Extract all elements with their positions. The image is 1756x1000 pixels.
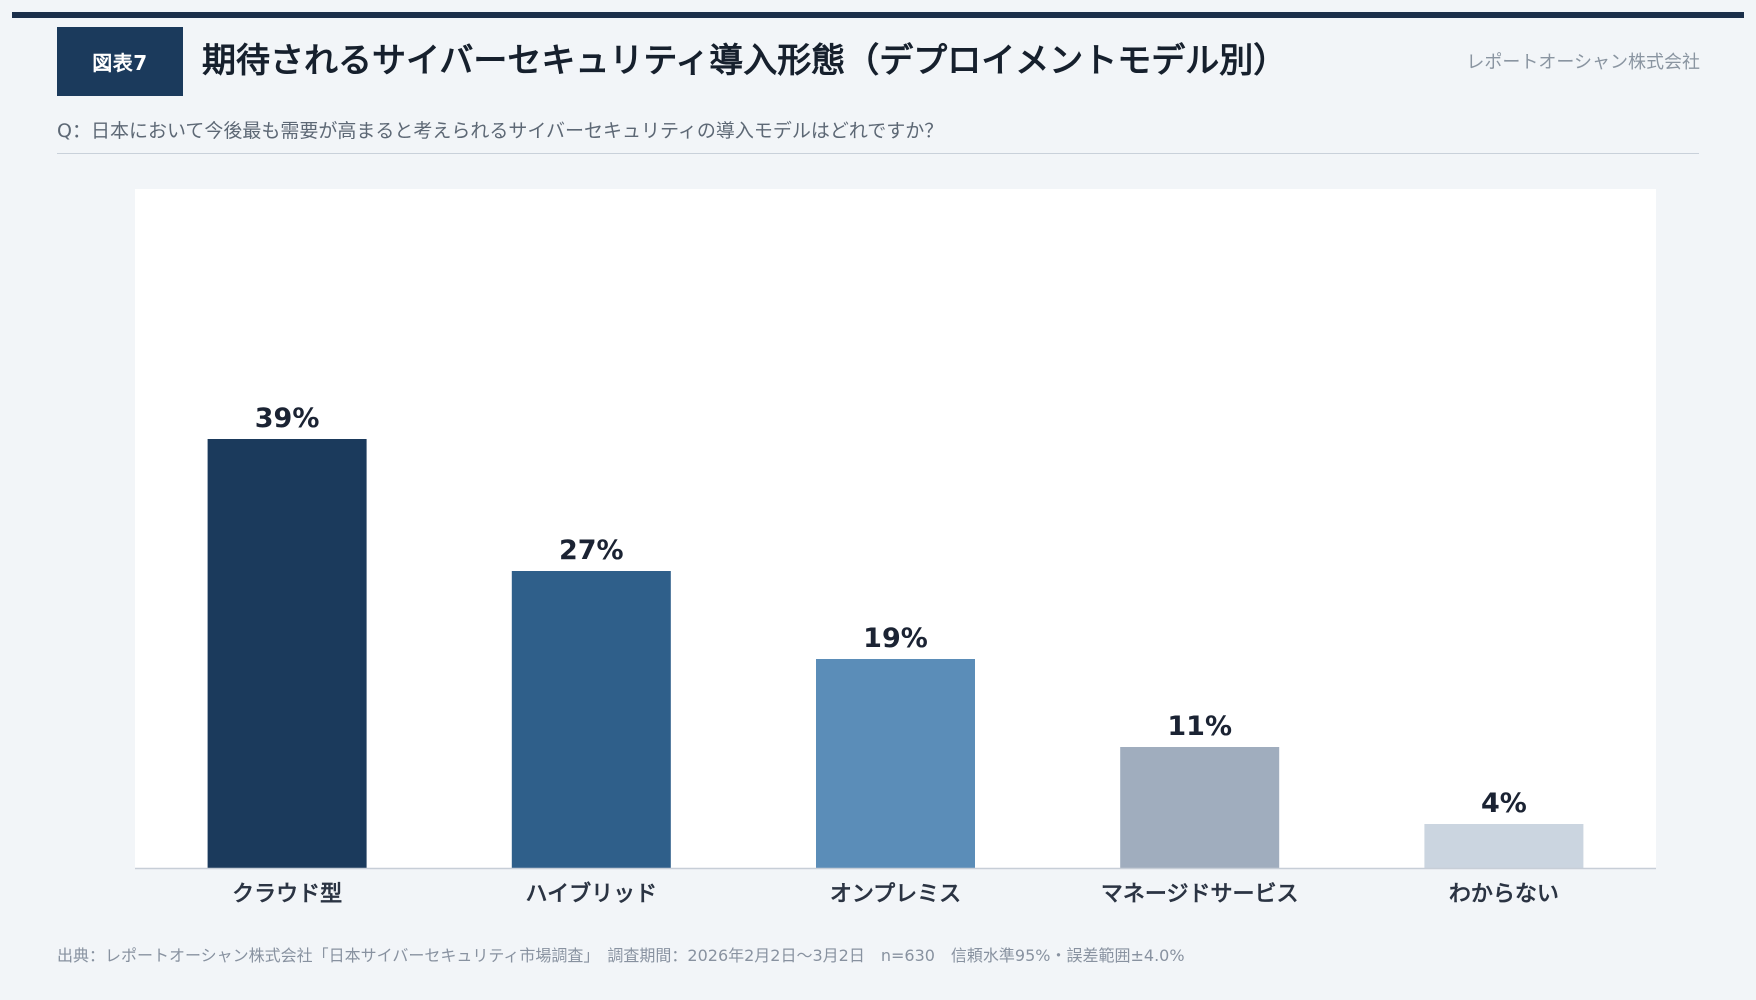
- bar-value-label: 11%: [1167, 711, 1232, 742]
- company-name: レポートオーシャン株式会社: [1466, 52, 1700, 73]
- bar-2: [511, 571, 671, 868]
- bar-value-label: 19%: [863, 623, 928, 654]
- page-title: 期待されるサイバーセキュリティ導入形態（デプロイメントモデル別）: [202, 41, 1288, 81]
- top-rule: [12, 12, 1744, 18]
- figure-badge: 図表7: [57, 27, 183, 96]
- x-tick-label: ハイブリッド: [526, 881, 658, 907]
- x-tick-label: クラウド型: [232, 882, 342, 907]
- divider: [57, 153, 1699, 154]
- x-tick-label: マネージドサービス: [1101, 882, 1299, 907]
- x-tick-label: わからない: [1449, 882, 1559, 907]
- bar-value-label: 39%: [255, 403, 320, 434]
- chart-panel: 39% 27% 19% 11% 4% クラウド型 ハイブリッド オンプレミス マネージドサービス…: [135, 189, 1656, 907]
- bar-value-label: 27%: [559, 535, 624, 566]
- bar-value-label: 4%: [1481, 788, 1527, 819]
- x-tick-label: オンプレミス: [830, 882, 961, 907]
- source-footnote: 出典：レポートオーシャン株式会社「日本サイバーセキュリティ市場調査」 調査期間：…: [57, 946, 1185, 965]
- bar-5: [1424, 824, 1584, 868]
- bar-chart: 39% 27% 19% 11% 4% クラウド型 ハイブリッド オンプレミス マネージドサービス…: [135, 403, 1656, 907]
- survey-question: Q：日本において今後最も需要が高まると考えられるサイバーセキュリティの導入モデル…: [57, 120, 944, 142]
- bar-1: [207, 439, 367, 868]
- bar-4: [1120, 747, 1280, 868]
- bar-3: [816, 659, 975, 868]
